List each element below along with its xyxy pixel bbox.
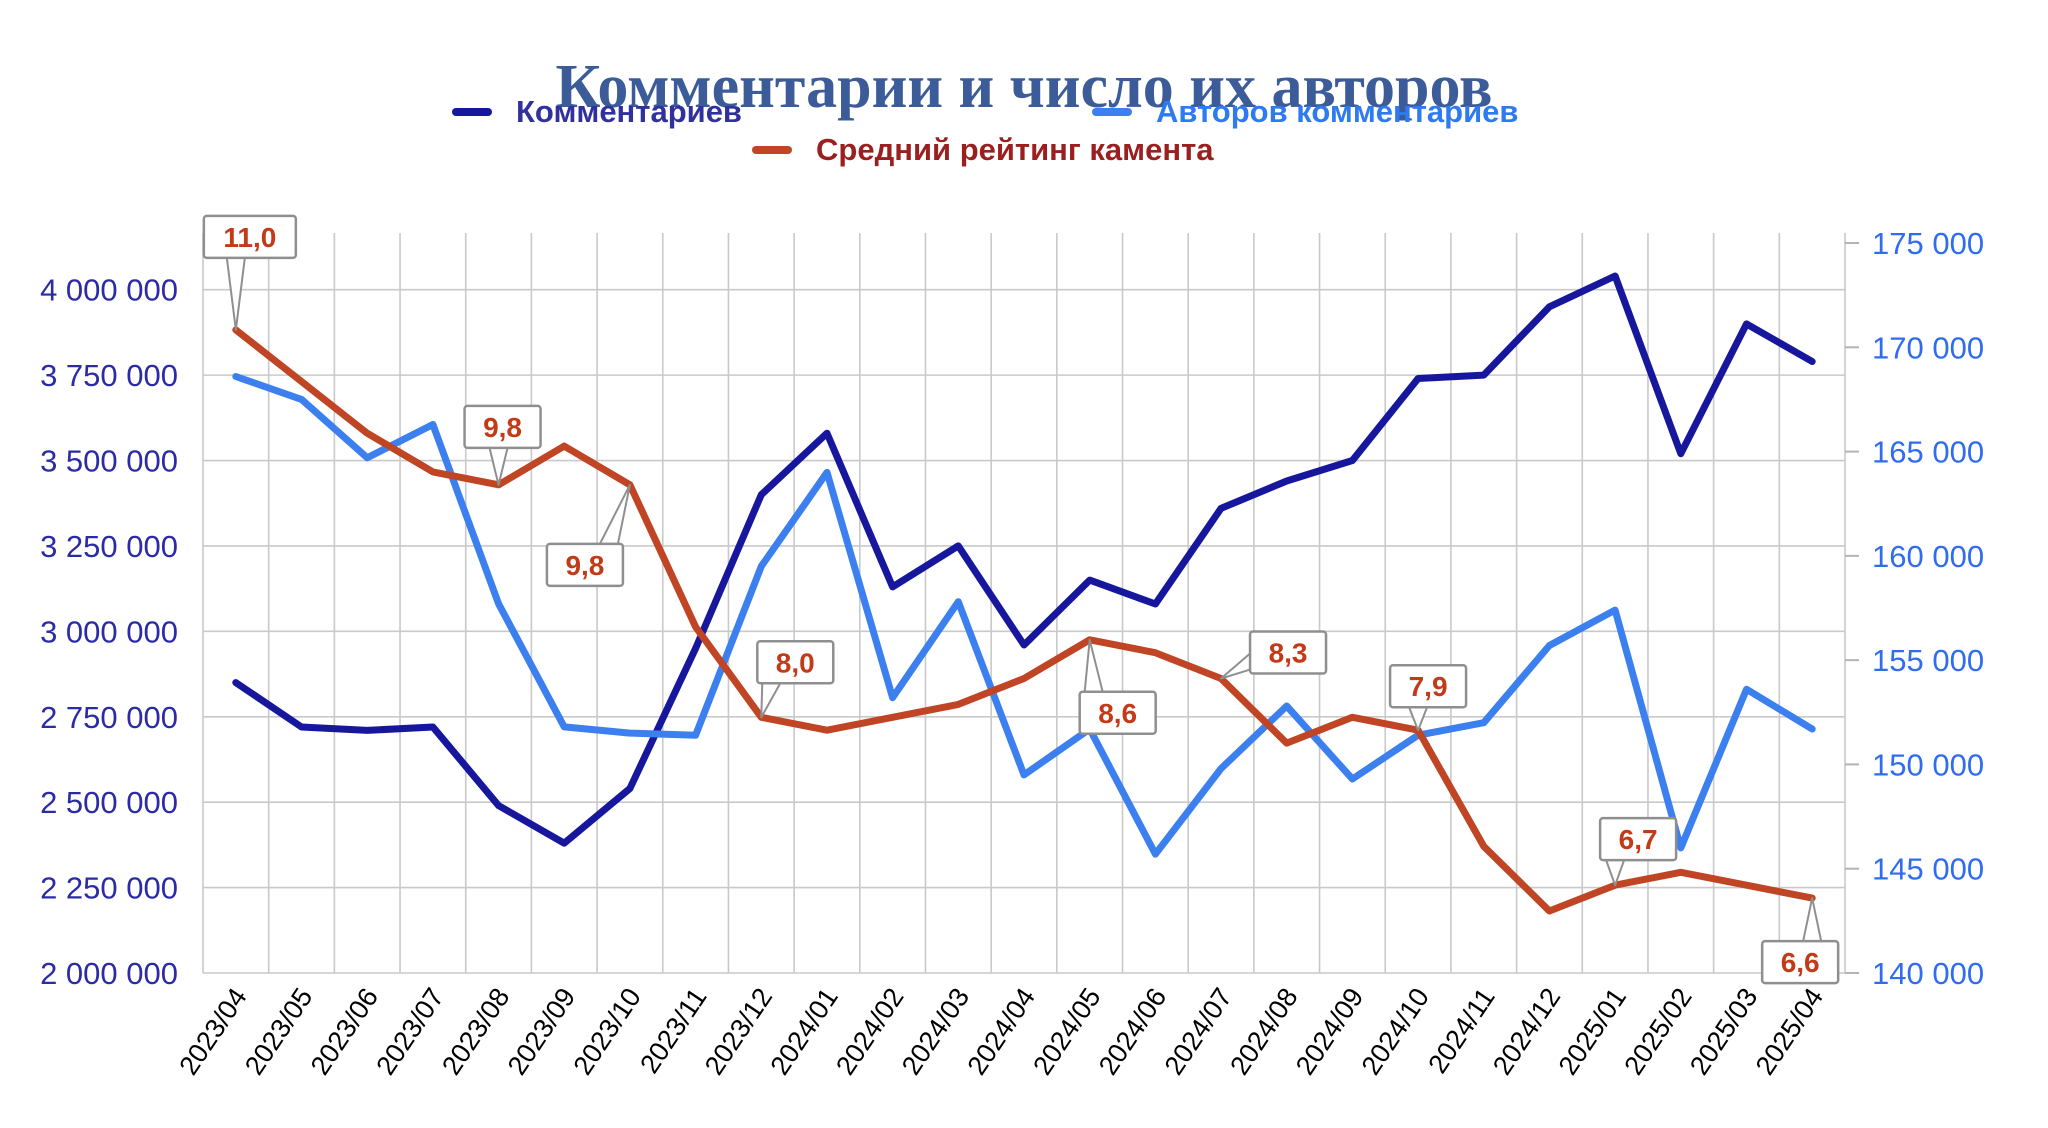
annotation-value: 8,3 xyxy=(1269,638,1308,669)
left-axis-label: 2 000 000 xyxy=(40,956,178,991)
right-axis-label: 160 000 xyxy=(1872,539,1984,574)
annotation-pointer xyxy=(598,483,631,545)
left-axis-label: 3 750 000 xyxy=(40,358,178,393)
left-axis-label: 2 750 000 xyxy=(40,700,178,735)
legend-label-rating: Средний рейтинг камента xyxy=(816,132,1214,167)
left-axis-label: 4 000 000 xyxy=(40,273,178,308)
annotation-box xyxy=(1598,816,1678,862)
annotation-value: 11,0 xyxy=(223,222,276,253)
legend-swatch-comments-icon xyxy=(452,108,492,116)
annotation-value: 6,6 xyxy=(1781,947,1820,978)
left-axis-label: 3 250 000 xyxy=(40,529,178,564)
right-axis-label: 150 000 xyxy=(1872,747,1984,782)
annotation-pointer xyxy=(225,256,246,331)
right-axis-label: 140 000 xyxy=(1872,956,1984,991)
right-axis-label: 155 000 xyxy=(1872,643,1984,678)
right-axis-label: 175 000 xyxy=(1872,226,1984,261)
annotation-pointer xyxy=(1802,897,1823,943)
annotation-value: 6,7 xyxy=(1619,824,1658,855)
left-axis-label: 2 500 000 xyxy=(40,785,178,820)
annotation-box xyxy=(463,404,542,450)
series-line-comments xyxy=(232,272,1816,847)
annotation-value: 8,6 xyxy=(1098,698,1137,729)
legend-item-authors: Авторов комментариев xyxy=(1092,92,1518,132)
annotation-box xyxy=(1248,630,1328,675)
annotation-value: 9,8 xyxy=(483,412,522,443)
legend-label-authors: Авторов комментариев xyxy=(1156,94,1519,129)
annotation-value: 7,9 xyxy=(1409,671,1448,702)
right-axis-label: 145 000 xyxy=(1872,852,1984,887)
legend-item-comments: Комментариев xyxy=(452,92,742,132)
legend-swatch-authors-icon xyxy=(1092,108,1132,116)
x-axis-label: 2023/10 xyxy=(567,983,646,1081)
left-axis-label: 3 500 000 xyxy=(40,444,178,479)
x-axis-label: 2025/04 xyxy=(1750,983,1829,1081)
annotation-box xyxy=(545,542,625,588)
annotation-pointer xyxy=(760,682,782,719)
annotation-value: 9,8 xyxy=(565,550,604,581)
left-axis-label: 2 250 000 xyxy=(40,871,178,906)
right-axis-label: 165 000 xyxy=(1872,435,1984,470)
annotation-box xyxy=(202,214,298,260)
legend-swatch-rating-icon xyxy=(752,146,792,154)
x-axis-label: 2024/10 xyxy=(1356,983,1435,1081)
annotation-pointer xyxy=(1083,638,1104,693)
annotation-value: 8,0 xyxy=(776,647,815,678)
annotation-box xyxy=(1388,663,1468,709)
left-axis-label: 3 000 000 xyxy=(40,614,178,649)
legend-item-rating: Средний рейтинг камента xyxy=(752,130,1214,170)
annotation-box xyxy=(1760,939,1840,985)
series-line-authors xyxy=(232,373,1816,858)
chart-title: Комментарии и число их авторов xyxy=(555,52,1493,121)
annotation-box xyxy=(756,640,835,685)
right-axis-label: 170 000 xyxy=(1872,330,1984,365)
annotation-pointer xyxy=(1220,652,1252,680)
annotation-box xyxy=(1078,690,1157,736)
legend-label-comments: Комментариев xyxy=(516,94,742,129)
